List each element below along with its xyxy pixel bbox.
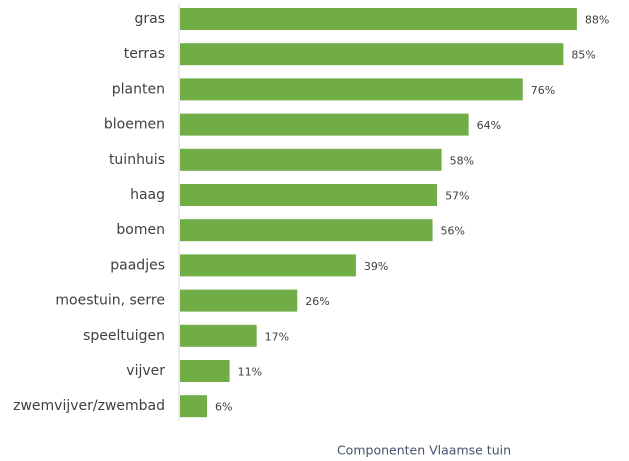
- value-label-5: 57%: [445, 190, 469, 203]
- chart-title: Componenten Vlaamse tuin: [337, 443, 511, 458]
- value-label-3: 64%: [477, 119, 501, 132]
- bar-11: [180, 395, 208, 418]
- value-label-1: 85%: [571, 49, 595, 62]
- category-label-7: paadjes: [110, 257, 165, 273]
- bar-7: [180, 254, 356, 277]
- value-label-11: 6%: [215, 401, 232, 414]
- category-label-2: planten: [112, 81, 165, 97]
- category-label-3: bloemen: [104, 117, 165, 133]
- bar-2: [180, 78, 523, 101]
- bar-5: [180, 184, 438, 206]
- value-label-8: 26%: [305, 295, 329, 308]
- bars-layer: [180, 8, 577, 418]
- bar-10: [180, 360, 230, 382]
- category-label-1: terras: [124, 46, 165, 62]
- value-label-10: 11%: [238, 366, 262, 379]
- category-label-8: moestuin, serre: [55, 293, 165, 309]
- category-label-5: haag: [130, 187, 165, 203]
- category-label-4: tuinhuis: [109, 152, 165, 168]
- value-label-6: 56%: [441, 225, 465, 238]
- bar-1: [180, 43, 564, 66]
- bar-6: [180, 219, 433, 242]
- category-label-6: bomen: [116, 222, 165, 238]
- value-label-4: 58%: [450, 154, 474, 167]
- bar-9: [180, 324, 257, 347]
- bar-8: [180, 289, 298, 312]
- bar-0: [180, 8, 577, 30]
- bar-3: [180, 113, 469, 136]
- category-label-10: vijver: [126, 363, 165, 379]
- value-labels-layer: 88% 85% 76% 64% 58% 57% 56% 39% 26% 17% 11% 6%: [215, 14, 609, 414]
- category-labels-layer: gras terras planten bloemen tuinhuis haag bome…: [13, 11, 165, 414]
- category-label-0: gras: [134, 11, 165, 27]
- value-label-9: 17%: [265, 330, 289, 343]
- category-label-11: zwemvijver/zwembad: [13, 398, 165, 414]
- bar-4: [180, 148, 442, 171]
- category-label-9: speeltuigen: [83, 328, 165, 344]
- value-label-2: 76%: [531, 84, 555, 97]
- value-label-7: 39%: [364, 260, 388, 273]
- value-label-0: 88%: [585, 14, 609, 27]
